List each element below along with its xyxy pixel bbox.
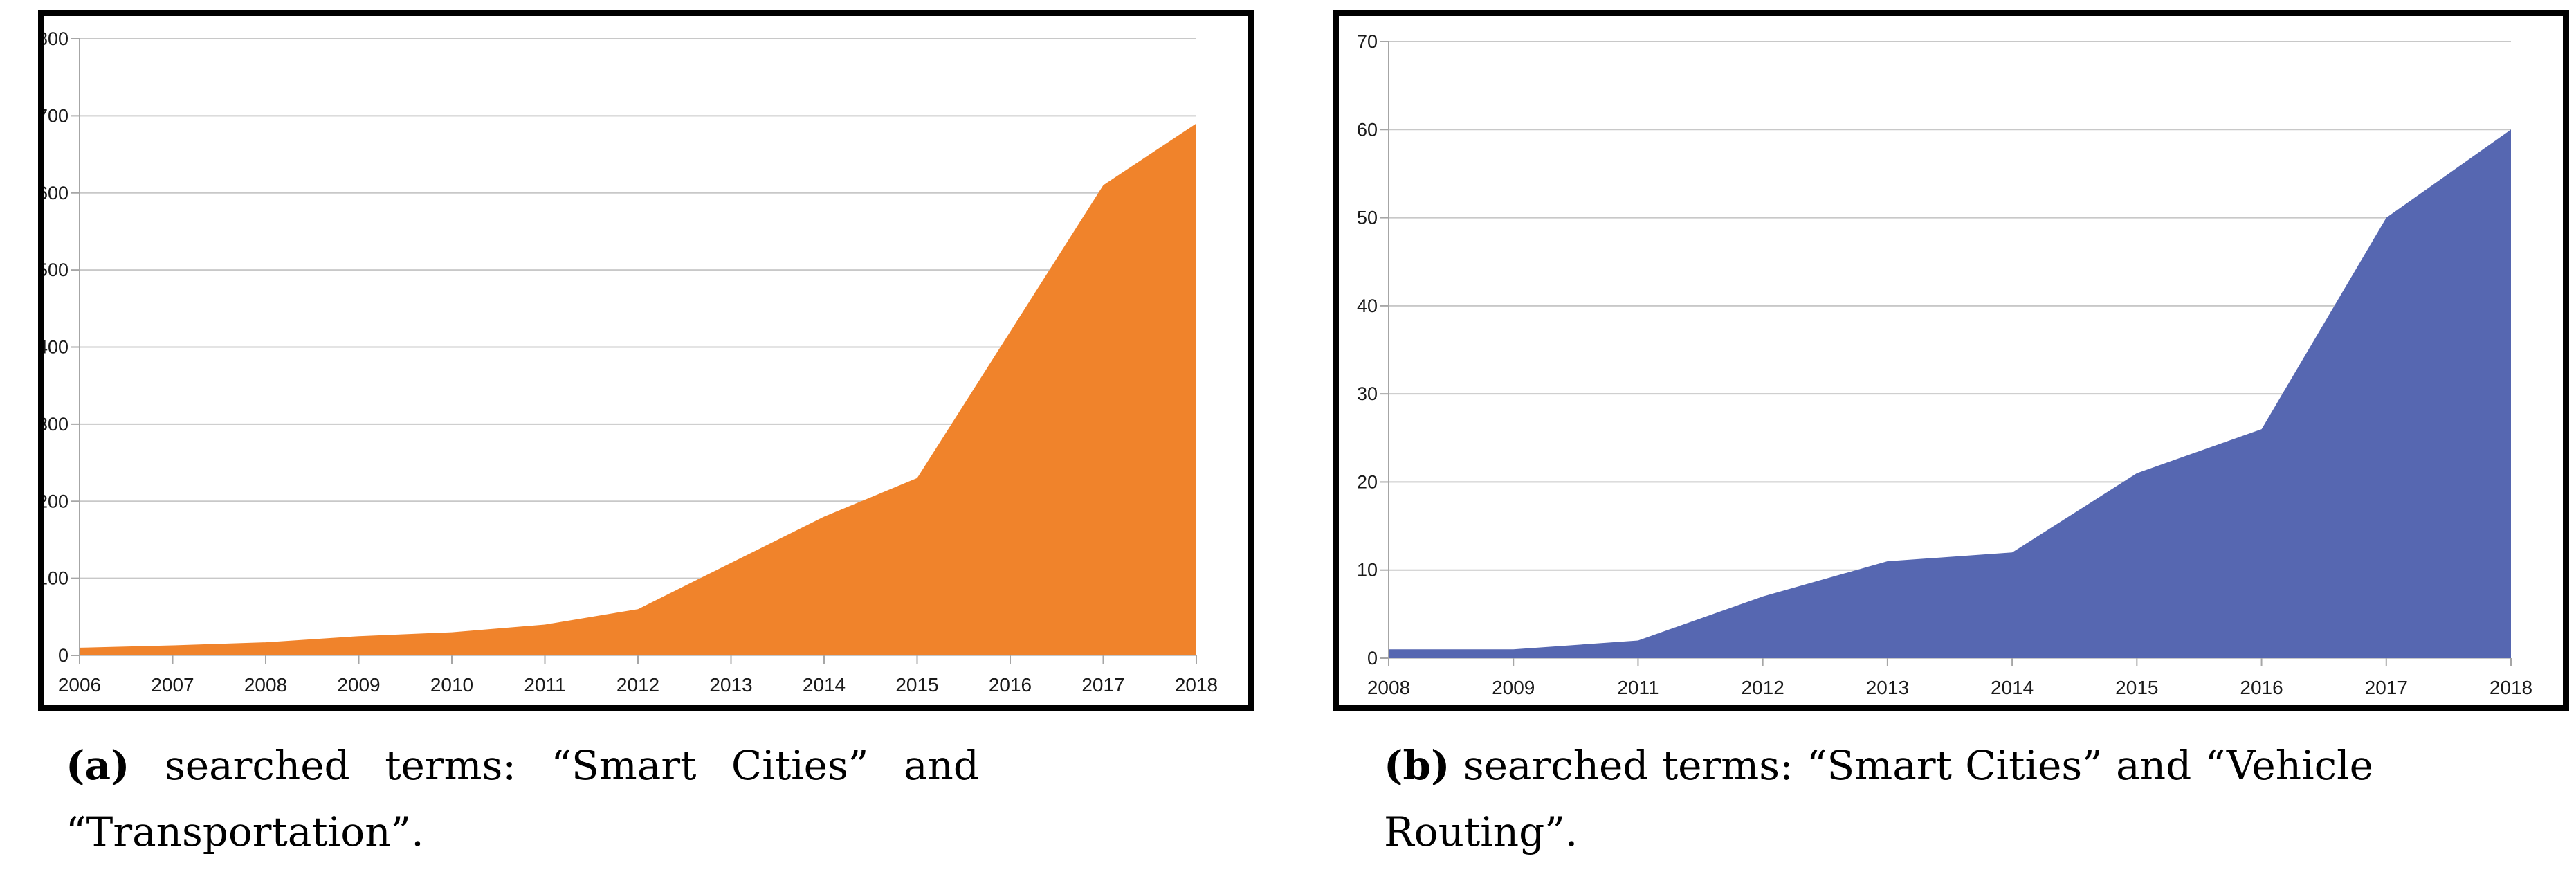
chart-panel-a: 0 100 200 300 400 500 600 700 800 2006 2007 2008 200…	[38, 10, 1254, 711]
x-tick-label: 2008	[244, 674, 287, 696]
x-tick-label: 2012	[1742, 677, 1784, 698]
x-tick-label: 2017	[1081, 674, 1124, 696]
y-tick-label: 70	[1357, 31, 1378, 52]
caption-a-text: searched terms: “Smart Cities” and “Tran…	[66, 742, 979, 856]
x-tick-label: 2011	[1617, 677, 1659, 698]
x-tick-label: 2013	[1866, 677, 1909, 698]
y-tick-label: 60	[1357, 119, 1378, 140]
caption-b-label: (b)	[1384, 742, 1450, 789]
caption-b: (b) searched terms: “Smart Cities” and “…	[1384, 732, 2373, 866]
y-tick-label: 500	[44, 260, 68, 280]
x-tick-label: 2009	[1492, 677, 1535, 698]
chart-b-svg: 0 10 20 30 40 50 60 70 2008 2009 2011 2012 2013 2014 2…	[1357, 31, 2532, 698]
x-tick-label: 2011	[524, 674, 565, 696]
y-tick-label: 600	[44, 183, 68, 203]
x-tick-label: 2015	[895, 674, 938, 696]
chart-a-svg: 0 100 200 300 400 500 600 700 800 2006 2007 2008 200…	[44, 28, 1218, 696]
y-tick-label: 700	[44, 105, 68, 126]
y-tick-label: 800	[44, 28, 68, 49]
x-tick-label: 2017	[2365, 677, 2408, 698]
x-tick-label: 2012	[616, 674, 659, 696]
y-tick-label: 50	[1357, 208, 1378, 228]
y-tick-label: 10	[1357, 560, 1378, 581]
x-tick-label: 2008	[1367, 677, 1410, 698]
x-tick-label: 2015	[2115, 677, 2158, 698]
y-tick-label: 30	[1357, 383, 1378, 404]
x-tick-label: 2007	[151, 674, 194, 696]
area-series	[1389, 129, 2511, 659]
y-tick-label: 300	[44, 414, 68, 435]
y-tick-label: 0	[1367, 648, 1378, 669]
y-tick-label: 400	[44, 337, 68, 358]
caption-a: (a) searched terms: “Smart Cities” and “…	[66, 732, 979, 866]
x-tick-label: 2010	[430, 674, 473, 696]
caption-a-label: (a)	[66, 742, 130, 789]
y-tick-label: 20	[1357, 471, 1378, 492]
y-tick-label: 200	[44, 491, 68, 511]
chart-panel-b: 0 10 20 30 40 50 60 70 2008 2009 2011 2012 2013 2014 2…	[1333, 10, 2569, 711]
x-tick-label: 2006	[58, 674, 101, 696]
y-tick-label: 100	[44, 568, 68, 589]
caption-b-text: searched terms: “Smart Cities” and “Vehi…	[1384, 742, 2373, 856]
x-tick-label: 2014	[803, 674, 846, 696]
x-tick-label: 2014	[1991, 677, 2034, 698]
x-tick-label: 2013	[709, 674, 752, 696]
x-tick-label: 2018	[2490, 677, 2532, 698]
x-tick-label: 2016	[989, 674, 1032, 696]
area-series	[80, 123, 1196, 655]
y-tick-label: 40	[1357, 296, 1378, 316]
x-tick-label: 2016	[2240, 677, 2283, 698]
y-tick-label: 0	[58, 645, 68, 666]
x-tick-label: 2018	[1175, 674, 1218, 696]
x-tick-label: 2009	[337, 674, 380, 696]
